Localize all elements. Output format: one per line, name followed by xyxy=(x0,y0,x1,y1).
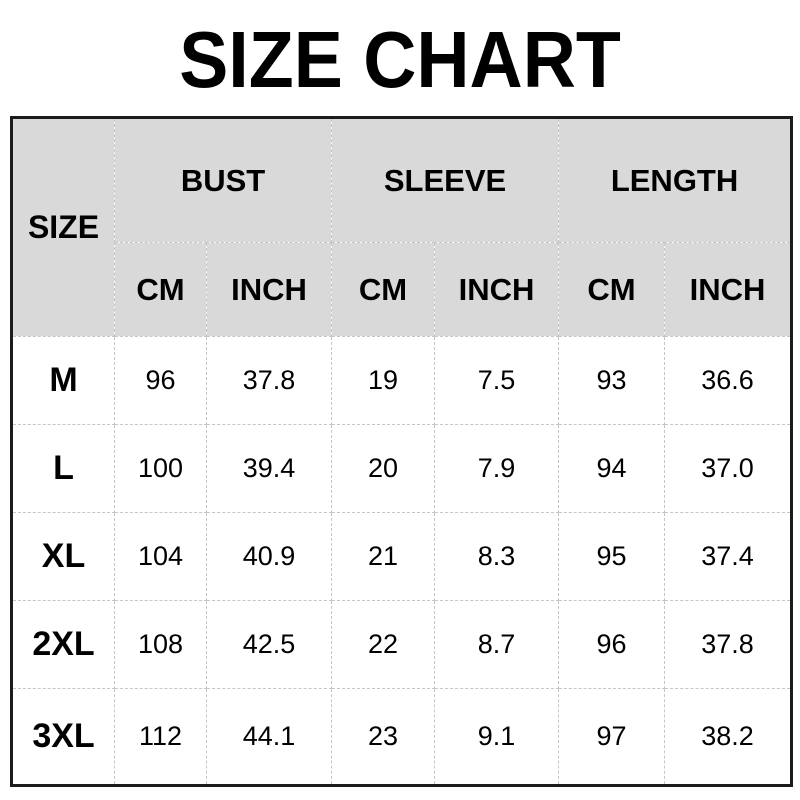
table-cell: 19 xyxy=(331,336,436,425)
table-row-xl: XL 104 40.9 21 8.3 95 37.4 xyxy=(11,512,793,601)
page-title: SIZE CHART xyxy=(179,15,621,104)
table-cell: 22 xyxy=(331,600,436,689)
table-row-2xl: 2XL 108 42.5 22 8.7 96 37.8 xyxy=(11,600,793,689)
column-header-length-cm: CM xyxy=(558,242,666,337)
table-row-3xl: 3XL 112 44.1 23 9.1 97 38.2 xyxy=(11,688,793,786)
size-table-container: SIZE BUST SLEEVE LENGTH CM INCH CM INCH … xyxy=(10,116,794,787)
table-cell: 37.0 xyxy=(664,424,793,513)
table-cell: 23 xyxy=(331,688,436,786)
table-row-l: L 100 39.4 20 7.9 94 37.0 xyxy=(11,424,793,513)
table-cell: 37.8 xyxy=(205,336,333,425)
table-cell: 7.9 xyxy=(434,424,560,513)
table-cell: 42.5 xyxy=(205,600,333,689)
table-cell: 93 xyxy=(558,336,666,425)
table-cell: 100 xyxy=(114,424,207,513)
column-header-sleeve-inch: INCH xyxy=(434,242,560,337)
table-cell: 8.7 xyxy=(434,600,560,689)
column-header-bust-cm: CM xyxy=(114,242,207,337)
table-cell: 108 xyxy=(114,600,207,689)
table-cell: 97 xyxy=(558,688,666,786)
column-header-bust-inch: INCH xyxy=(205,242,333,337)
column-header-sleeve-cm: CM xyxy=(331,242,436,337)
table-cell: 7.5 xyxy=(434,336,560,425)
table-cell: 8.3 xyxy=(434,512,560,601)
size-label: L xyxy=(11,424,115,513)
header-group-row: SIZE BUST SLEEVE LENGTH xyxy=(11,117,793,337)
size-label: 3XL xyxy=(11,688,115,786)
table-cell: 37.4 xyxy=(664,512,793,601)
size-label: XL xyxy=(11,512,115,601)
table-cell: 40.9 xyxy=(205,512,333,601)
table-cell: 94 xyxy=(558,424,666,513)
column-header-size: SIZE xyxy=(11,117,115,337)
table-cell: 96 xyxy=(114,336,207,425)
table-cell: 36.6 xyxy=(664,336,793,425)
size-label: 2XL xyxy=(11,600,115,689)
table-cell: 112 xyxy=(114,688,207,786)
table-row-m: M 96 37.8 19 7.5 93 36.6 xyxy=(11,336,793,425)
header-unit-row: CM INCH CM INCH CM INCH xyxy=(12,242,793,337)
table-cell: 38.2 xyxy=(664,688,793,786)
column-header-length-inch: INCH xyxy=(664,242,793,337)
table-cell: 39.4 xyxy=(205,424,333,513)
size-label: M xyxy=(11,336,115,425)
column-group-sleeve: SLEEVE xyxy=(331,117,560,243)
table-cell: 21 xyxy=(331,512,436,601)
table-cell: 20 xyxy=(331,424,436,513)
table-cell: 95 xyxy=(558,512,666,601)
table-cell: 104 xyxy=(114,512,207,601)
column-group-length: LENGTH xyxy=(558,117,793,243)
size-table: SIZE BUST SLEEVE LENGTH CM INCH CM INCH … xyxy=(10,116,794,787)
table-cell: 96 xyxy=(558,600,666,689)
table-cell: 44.1 xyxy=(205,688,333,786)
table-cell: 9.1 xyxy=(434,688,560,786)
table-cell: 37.8 xyxy=(664,600,793,689)
column-group-bust: BUST xyxy=(113,117,333,243)
